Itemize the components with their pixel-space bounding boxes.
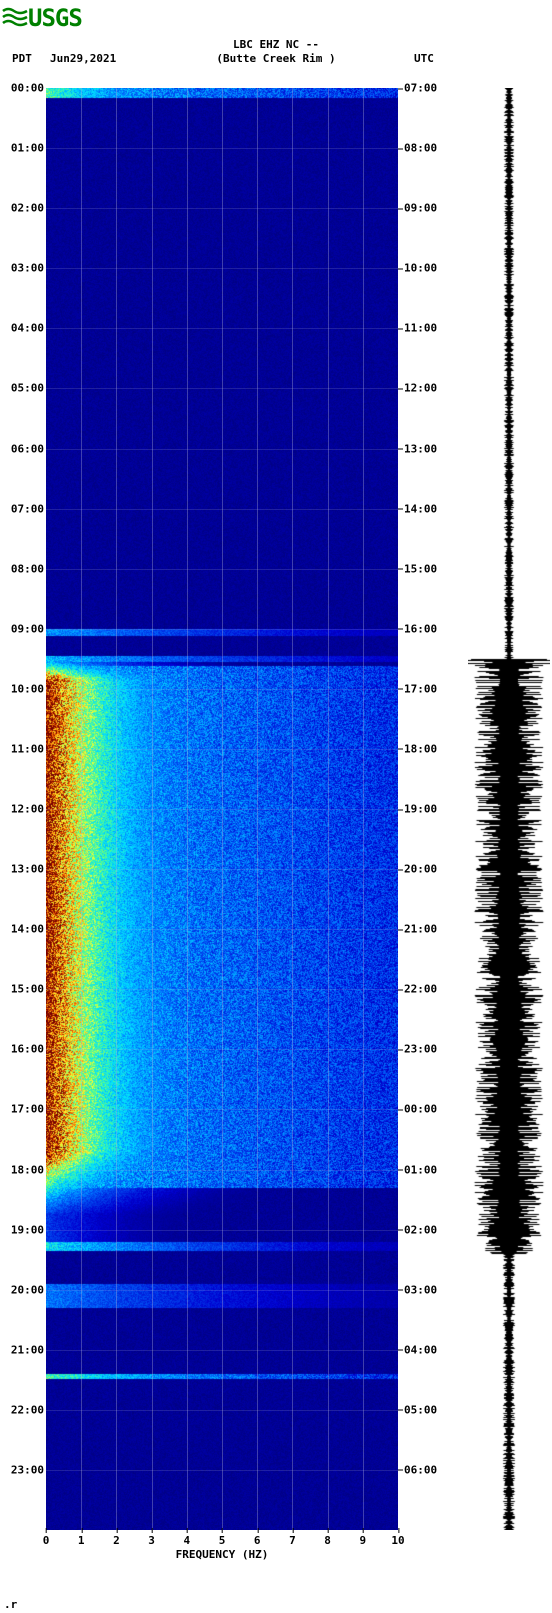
pdt-tick: 08:00 <box>11 562 44 575</box>
utc-tick: 21:00 <box>404 923 437 936</box>
usgs-wave-icon <box>2 5 28 33</box>
x-tick: 7 <box>289 1534 296 1547</box>
x-tick: 1 <box>78 1534 85 1547</box>
pdt-tick: 11:00 <box>11 742 44 755</box>
pdt-tick: 06:00 <box>11 442 44 455</box>
x-tick: 3 <box>148 1534 155 1547</box>
pdt-tick: 23:00 <box>11 1463 44 1476</box>
pdt-tick: 02:00 <box>11 202 44 215</box>
utc-tick: 00:00 <box>404 1103 437 1116</box>
usgs-logo: USGS <box>2 4 82 33</box>
pdt-tick: 14:00 <box>11 923 44 936</box>
utc-tick: 23:00 <box>404 1043 437 1056</box>
utc-tick: 13:00 <box>404 442 437 455</box>
pdt-tick: 04:00 <box>11 322 44 335</box>
waveform-canvas <box>468 88 550 1530</box>
utc-tick: 15:00 <box>404 562 437 575</box>
x-tick: 8 <box>324 1534 331 1547</box>
x-tick: 9 <box>359 1534 366 1547</box>
pdt-tick: 01:00 <box>11 142 44 155</box>
utc-tick: 19:00 <box>404 803 437 816</box>
utc-tick: 16:00 <box>404 622 437 635</box>
right-tz-label: UTC <box>414 52 434 65</box>
utc-tick: 04:00 <box>404 1343 437 1356</box>
title-line1: LBC EHZ NC -- <box>0 38 552 51</box>
pdt-tick: 13:00 <box>11 863 44 876</box>
utc-tick: 11:00 <box>404 322 437 335</box>
x-tick: 6 <box>254 1534 261 1547</box>
x-tick: 10 <box>391 1534 404 1547</box>
waveform-panel <box>468 88 550 1530</box>
pdt-tick: 22:00 <box>11 1403 44 1416</box>
pdt-tick: 17:00 <box>11 1103 44 1116</box>
utc-tick: 18:00 <box>404 742 437 755</box>
x-tick: 4 <box>183 1534 190 1547</box>
pdt-tick: 21:00 <box>11 1343 44 1356</box>
x-tick: 5 <box>219 1534 226 1547</box>
pdt-tick: 12:00 <box>11 803 44 816</box>
pdt-tick: 19:00 <box>11 1223 44 1236</box>
pdt-tick: 05:00 <box>11 382 44 395</box>
x-tick: 2 <box>113 1534 120 1547</box>
left-tz-label: PDT <box>12 52 32 65</box>
utc-tick: 08:00 <box>404 142 437 155</box>
figure-container: USGS LBC EHZ NC -- (Butte Creek Rim ) PD… <box>0 0 552 1613</box>
utc-tick: 12:00 <box>404 382 437 395</box>
utc-tick: 05:00 <box>404 1403 437 1416</box>
utc-tick: 20:00 <box>404 863 437 876</box>
date-label: Jun29,2021 <box>50 52 116 65</box>
pdt-tick: 07:00 <box>11 502 44 515</box>
utc-tick: 03:00 <box>404 1283 437 1296</box>
pdt-tick: 18:00 <box>11 1163 44 1176</box>
pdt-tick: 20:00 <box>11 1283 44 1296</box>
x-tick: 0 <box>43 1534 50 1547</box>
spectrogram-plot <box>46 88 398 1530</box>
utc-tick: 22:00 <box>404 983 437 996</box>
utc-tick: 06:00 <box>404 1463 437 1476</box>
utc-tick: 09:00 <box>404 202 437 215</box>
utc-tick: 02:00 <box>404 1223 437 1236</box>
utc-tick: 14:00 <box>404 502 437 515</box>
pdt-tick: 03:00 <box>11 262 44 275</box>
utc-tick: 07:00 <box>404 82 437 95</box>
usgs-logo-text: USGS <box>28 4 82 32</box>
pdt-tick: 15:00 <box>11 983 44 996</box>
pdt-tick: 16:00 <box>11 1043 44 1056</box>
footer-mark: .r <box>4 1598 17 1611</box>
x-axis-label: FREQUENCY (HZ) <box>46 1548 398 1561</box>
utc-tick: 10:00 <box>404 262 437 275</box>
utc-tick: 17:00 <box>404 682 437 695</box>
pdt-tick: 10:00 <box>11 682 44 695</box>
utc-tick: 01:00 <box>404 1163 437 1176</box>
pdt-tick: 00:00 <box>11 82 44 95</box>
pdt-tick: 09:00 <box>11 622 44 635</box>
